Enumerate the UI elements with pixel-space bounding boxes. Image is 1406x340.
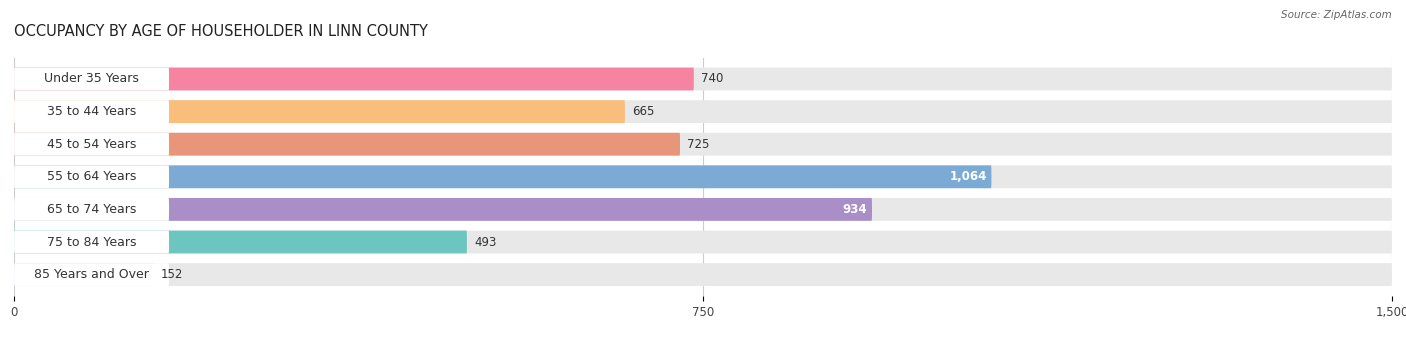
Text: 35 to 44 Years: 35 to 44 Years	[46, 105, 136, 118]
FancyBboxPatch shape	[14, 198, 169, 221]
FancyBboxPatch shape	[14, 100, 624, 123]
FancyBboxPatch shape	[14, 100, 1392, 123]
FancyBboxPatch shape	[14, 198, 872, 221]
FancyBboxPatch shape	[14, 198, 1392, 221]
FancyBboxPatch shape	[14, 68, 693, 90]
FancyBboxPatch shape	[14, 68, 169, 90]
Text: Under 35 Years: Under 35 Years	[44, 72, 139, 85]
Text: 740: 740	[702, 72, 724, 85]
FancyBboxPatch shape	[14, 133, 169, 156]
FancyBboxPatch shape	[14, 133, 681, 156]
Text: Source: ZipAtlas.com: Source: ZipAtlas.com	[1281, 10, 1392, 20]
Text: 55 to 64 Years: 55 to 64 Years	[46, 170, 136, 183]
Text: 665: 665	[633, 105, 655, 118]
Text: 725: 725	[688, 138, 710, 151]
Text: 1,064: 1,064	[949, 170, 987, 183]
FancyBboxPatch shape	[14, 68, 1392, 90]
Text: 152: 152	[162, 268, 183, 281]
FancyBboxPatch shape	[14, 231, 1392, 253]
Text: 934: 934	[842, 203, 868, 216]
FancyBboxPatch shape	[14, 133, 1392, 156]
FancyBboxPatch shape	[14, 165, 991, 188]
Text: OCCUPANCY BY AGE OF HOUSEHOLDER IN LINN COUNTY: OCCUPANCY BY AGE OF HOUSEHOLDER IN LINN …	[14, 24, 427, 39]
Text: 75 to 84 Years: 75 to 84 Years	[46, 236, 136, 249]
Text: 65 to 74 Years: 65 to 74 Years	[46, 203, 136, 216]
Text: 45 to 54 Years: 45 to 54 Years	[46, 138, 136, 151]
FancyBboxPatch shape	[14, 165, 169, 188]
FancyBboxPatch shape	[14, 100, 169, 123]
FancyBboxPatch shape	[14, 263, 1392, 286]
FancyBboxPatch shape	[14, 263, 153, 286]
FancyBboxPatch shape	[14, 231, 467, 253]
Text: 85 Years and Over: 85 Years and Over	[34, 268, 149, 281]
FancyBboxPatch shape	[14, 165, 1392, 188]
FancyBboxPatch shape	[14, 263, 169, 286]
Text: 493: 493	[474, 236, 496, 249]
FancyBboxPatch shape	[14, 231, 169, 253]
